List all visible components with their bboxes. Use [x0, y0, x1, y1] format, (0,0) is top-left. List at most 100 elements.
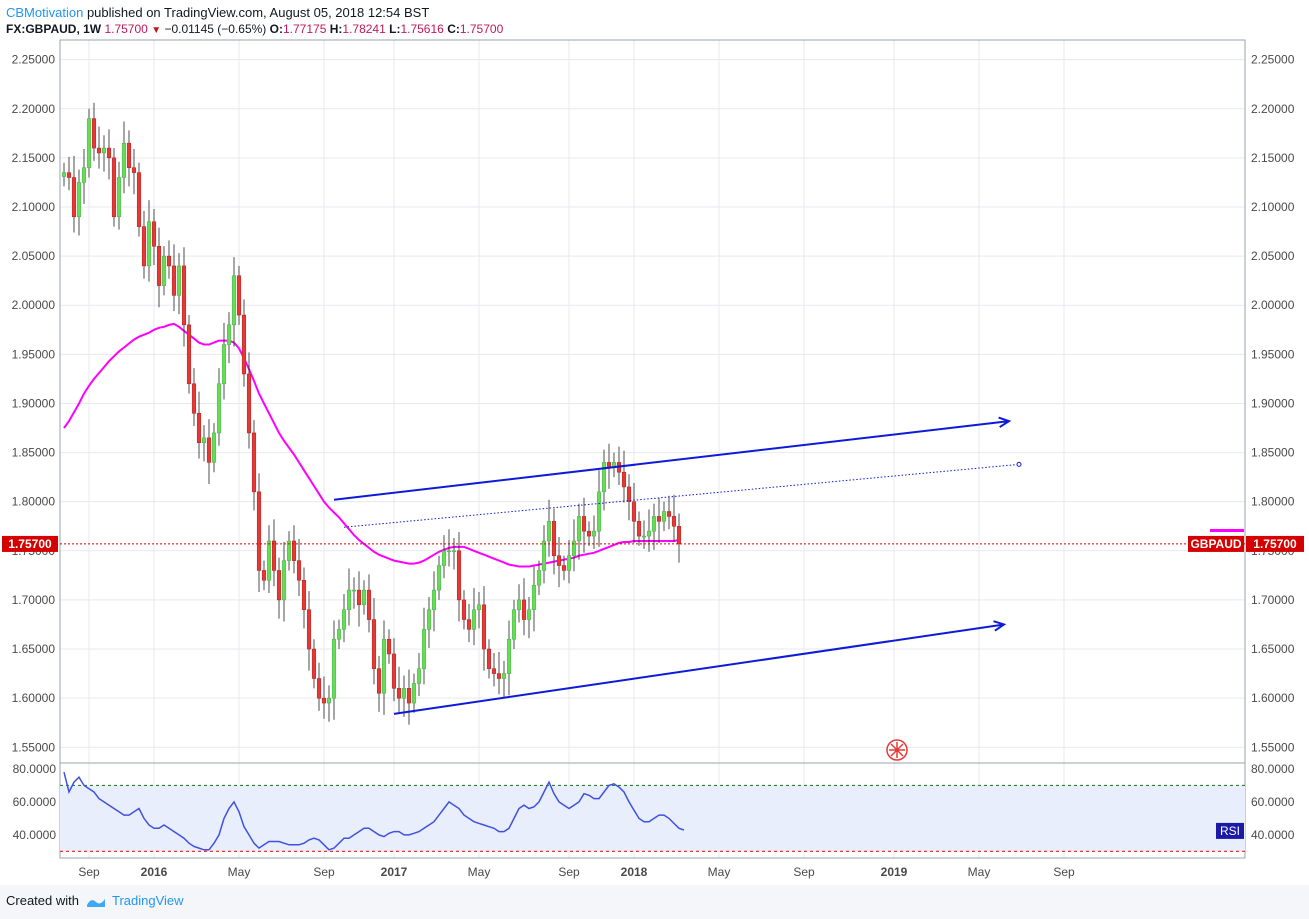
- candle-body: [76, 182, 82, 218]
- moving-average: [63, 322, 680, 568]
- candle-body: [216, 383, 222, 434]
- candle-body: [151, 221, 157, 247]
- close-label: C:: [447, 22, 460, 36]
- candle-up: [511, 599, 517, 650]
- candle-body: [171, 265, 177, 296]
- candle-up: [361, 580, 367, 615]
- candle-body: [66, 172, 72, 178]
- candle-body: [661, 511, 667, 522]
- candle-down: [206, 419, 212, 485]
- candle-down: [241, 299, 247, 387]
- time-axis[interactable]: Sep 2016 May Sep 2017 May Sep 2018 May Sep 2019 May…: [78, 865, 1075, 879]
- candle-down: [666, 495, 672, 530]
- candle-body: [526, 609, 532, 620]
- y-tick-label-right: 2.15000: [1251, 151, 1295, 165]
- y-tick-label-left: 1.70000: [12, 593, 56, 607]
- candle-up: [441, 535, 447, 579]
- candle-body: [246, 373, 252, 434]
- candle-body: [426, 609, 432, 630]
- candle-down: [406, 669, 412, 725]
- symbol-badge-text: GBPAUD: [1190, 537, 1241, 551]
- candle-body: [271, 540, 277, 571]
- trend-end-handle[interactable]: [1016, 461, 1022, 467]
- candle-body: [256, 491, 262, 571]
- candle-down: [396, 666, 402, 714]
- candle-down: [466, 603, 472, 643]
- candle-body: [91, 118, 97, 149]
- candle-body: [521, 599, 527, 620]
- candle-body: [86, 118, 92, 168]
- candle-up: [331, 620, 337, 720]
- candle-up: [341, 594, 347, 643]
- candle-body: [356, 589, 362, 606]
- candle-down: [481, 586, 487, 671]
- uk-flag-icon[interactable]: [886, 739, 908, 761]
- candle-up: [476, 592, 482, 629]
- trend-line-mid-channel[interactable]: [343, 463, 1020, 528]
- candle-body: [446, 550, 452, 553]
- candle-body: [491, 668, 497, 674]
- candle-body: [121, 142, 127, 178]
- candle-down: [376, 655, 382, 712]
- candle-body: [391, 653, 397, 689]
- candle-body: [211, 432, 217, 463]
- y-tick-label-left: 2.15000: [12, 151, 56, 165]
- candle-up: [81, 149, 87, 205]
- y-tick-label-left: 2.20000: [12, 102, 56, 116]
- y-tick-label-right: 1.85000: [1251, 446, 1295, 460]
- candle-body: [456, 550, 462, 601]
- candle-body: [251, 432, 257, 493]
- candle-body: [191, 383, 197, 414]
- author-link[interactable]: CBMotivation: [6, 5, 84, 20]
- candle-down: [561, 555, 567, 581]
- candle-up: [161, 246, 167, 296]
- candle-down: [191, 368, 197, 427]
- x-tick-label: May: [468, 865, 491, 879]
- candle-down: [456, 532, 462, 622]
- candle-up: [451, 538, 457, 570]
- trend-line-upper-channel[interactable]: [333, 420, 1010, 501]
- candle-body: [541, 540, 547, 571]
- candle-body: [186, 324, 192, 385]
- candle-up: [146, 200, 152, 282]
- candle-body: [266, 540, 272, 581]
- candle-down: [236, 265, 242, 325]
- y-tick-label-right: 2.05000: [1251, 249, 1295, 263]
- y-tick-label-left: 1.60000: [12, 691, 56, 705]
- candle-body: [461, 599, 467, 620]
- candle-body: [566, 555, 572, 571]
- candle-down: [136, 162, 142, 237]
- candle-body: [331, 638, 337, 699]
- candle-down: [521, 578, 527, 636]
- candle-body: [361, 589, 367, 606]
- candle-body: [351, 589, 357, 592]
- high-label: H:: [329, 22, 343, 36]
- candle-body: [496, 673, 502, 679]
- candle-body: [651, 516, 657, 532]
- last-price-badge-left-text: 1.75700: [8, 537, 52, 551]
- last-price-badge-right-text: 1.75700: [1253, 537, 1297, 551]
- price-axis[interactable]: 2.25000 2.25000 2.20000 2.20000 2.15000 2.150…: [12, 53, 1295, 755]
- candle-body: [546, 521, 552, 542]
- trend-lines[interactable]: [333, 416, 1022, 715]
- candle-body: [296, 560, 302, 581]
- candle-up: [381, 620, 387, 715]
- candle-up: [591, 515, 597, 549]
- candle-body: [576, 516, 582, 542]
- trend-line-lower-channel[interactable]: [393, 623, 1005, 715]
- x-tick-label: Sep: [78, 865, 100, 879]
- candle-down: [296, 539, 302, 596]
- candle-body: [431, 589, 437, 610]
- candle-up: [471, 588, 477, 646]
- tradingview-logo-icon[interactable]: [85, 896, 107, 908]
- candle-down: [496, 651, 502, 695]
- uk-flag-icon-cross: [889, 742, 905, 758]
- y-tick-label-left: 1.90000: [12, 396, 56, 410]
- candle-up: [546, 499, 552, 557]
- x-tick-label: 2019: [881, 865, 908, 879]
- tradingview-brand-link[interactable]: TradingView: [112, 893, 184, 908]
- candle-body: [101, 147, 107, 154]
- candle-body: [116, 177, 122, 218]
- symbol-interval[interactable]: FX:GBPAUD, 1W: [6, 22, 102, 36]
